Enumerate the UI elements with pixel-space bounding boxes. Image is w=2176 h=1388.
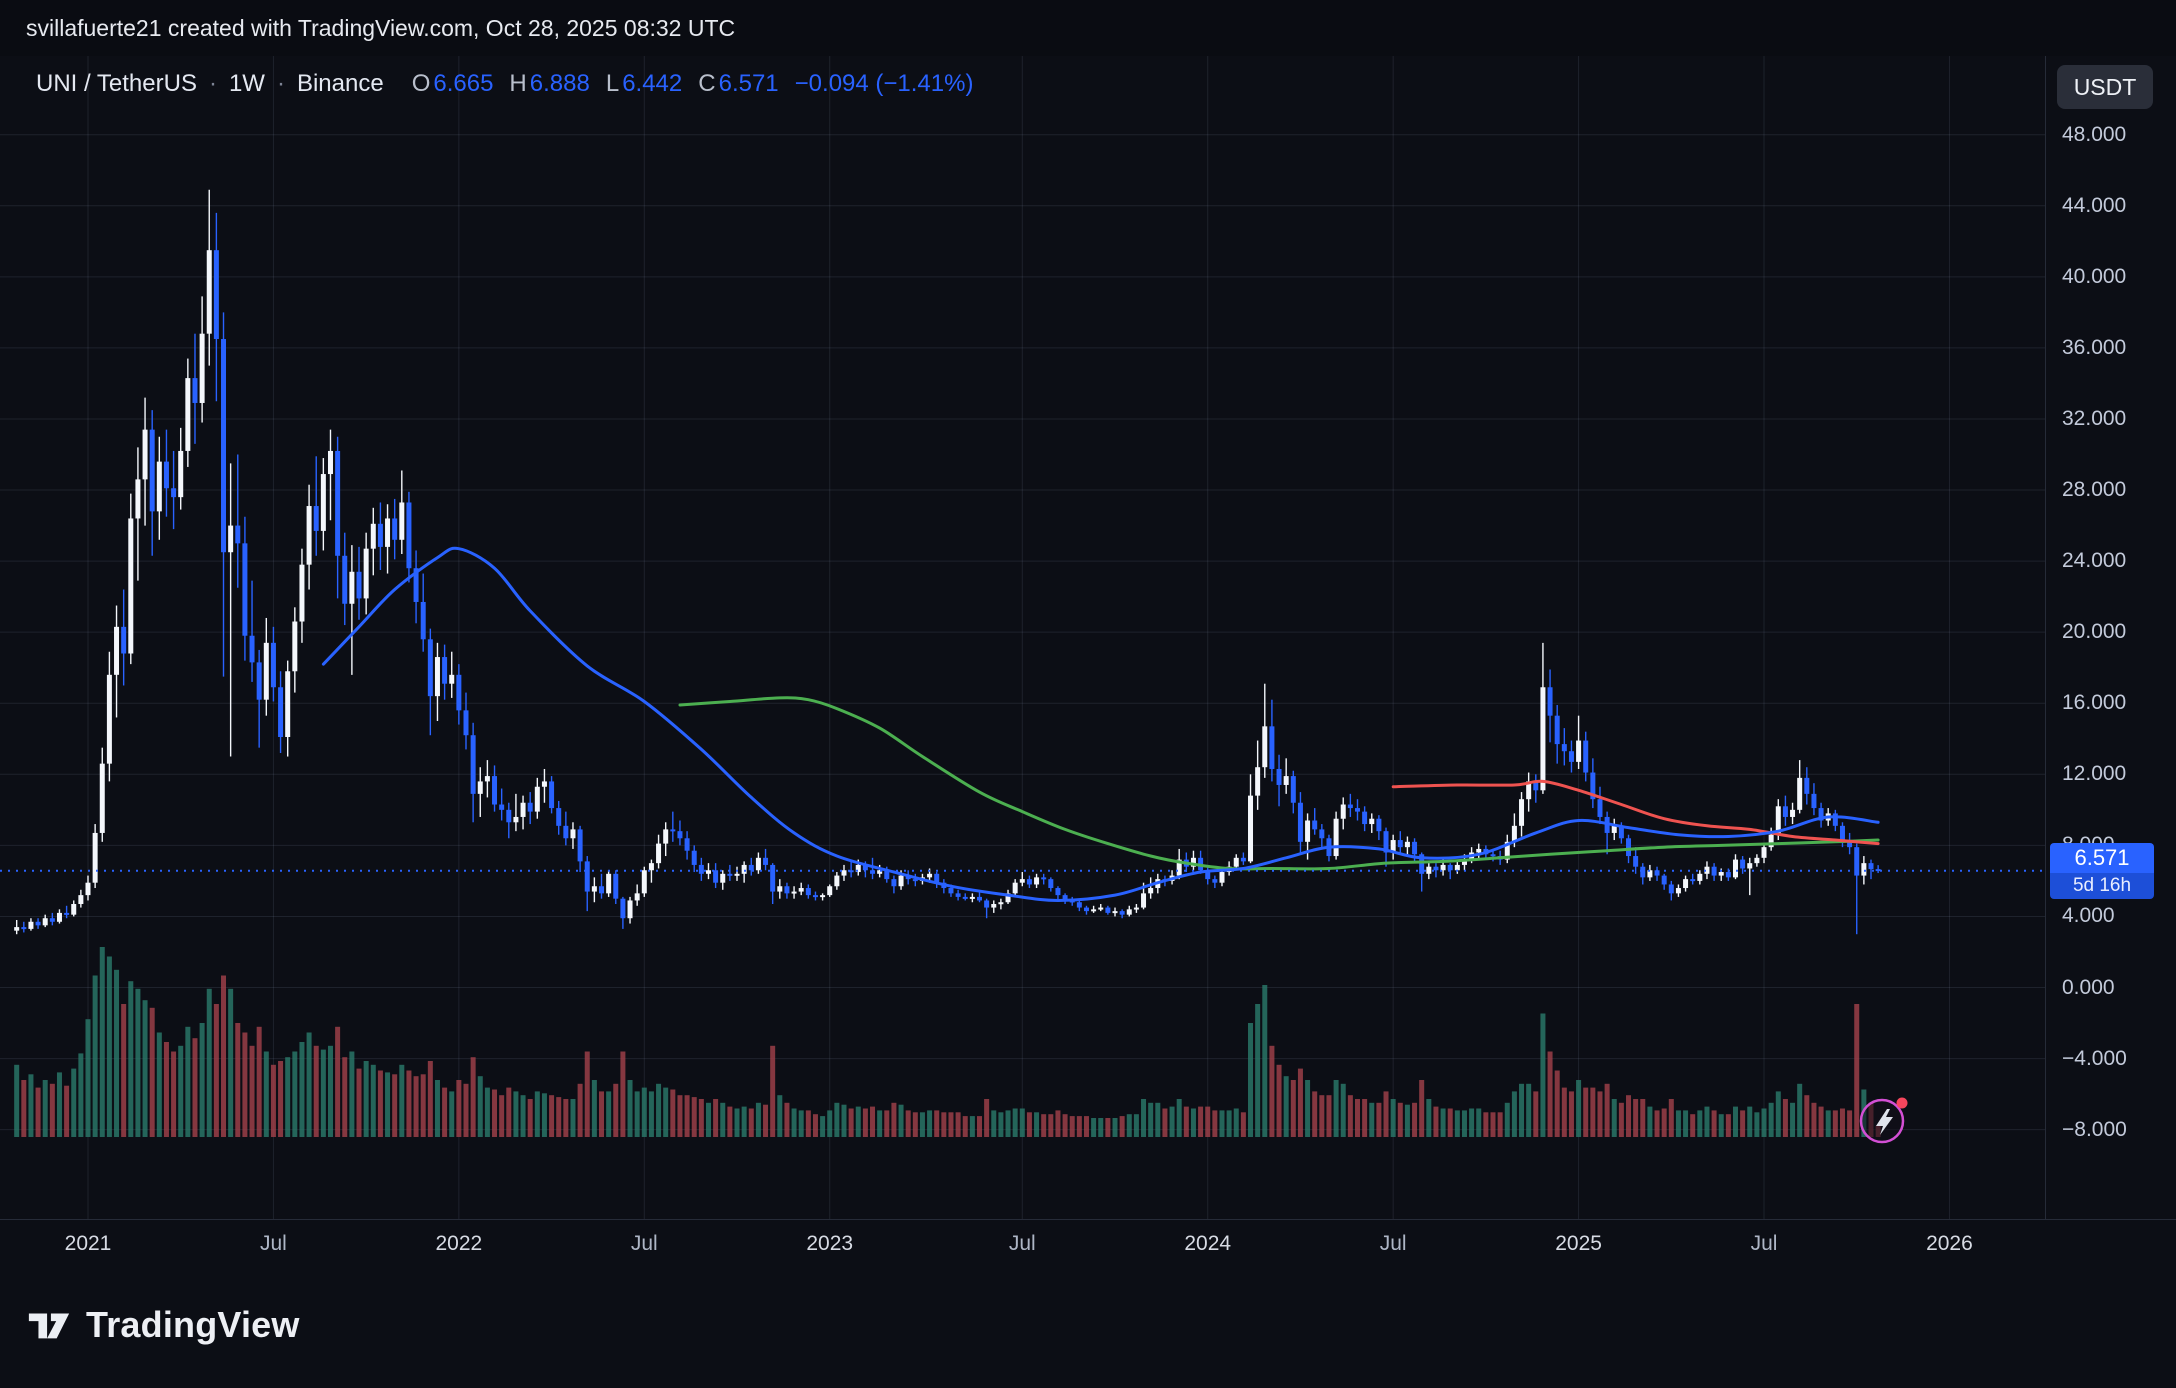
- chart-legend: UNI / TetherUS · 1W · Binance O 6.665 H 6.…: [36, 70, 973, 98]
- time-axis-label: 2021: [64, 1232, 112, 1255]
- tradingview-logo[interactable]: TradingView: [26, 1302, 300, 1348]
- time-axis[interactable]: 2021 Jul 2022 Jul 2023 Jul 2024 Jul 2025 Jul 2026: [0, 1219, 2176, 1268]
- quick-trade-button[interactable]: [1855, 1090, 1915, 1150]
- price-axis[interactable]: 48.000 44.000 40.000 36.000 32.000 28.000 24.0…: [2045, 56, 2176, 1219]
- attribution-bar: svillafuerte21 created with TradingView.…: [0, 0, 2176, 56]
- price-axis-label: 0.000: [2062, 975, 2115, 999]
- price-axis-label: 12.000: [2062, 762, 2127, 786]
- high-value: 6.888: [529, 70, 590, 97]
- last-price-value: 6.571: [2050, 842, 2154, 873]
- interval-value[interactable]: 1W: [228, 70, 265, 97]
- price-axis-label: 4.000: [2062, 904, 2115, 928]
- open-label: O: [411, 70, 431, 97]
- price-axis-label: −8.000: [2062, 1117, 2127, 1141]
- change-value: −0.094 (−1.41%): [794, 70, 974, 97]
- tradingview-logo-icon: [28, 1313, 70, 1339]
- volume-layer: [14, 947, 1881, 1137]
- time-axis-label: 2025: [1555, 1232, 1602, 1255]
- price-chart-canvas[interactable]: [0, 56, 2045, 1219]
- symbol-name[interactable]: UNI / TetherUS: [36, 70, 197, 97]
- sma_blue-line: [321, 546, 1880, 902]
- time-axis-label: Jul: [1379, 1232, 1407, 1255]
- moving-averages-layer: [321, 546, 1880, 902]
- legend-separator: ·: [208, 70, 217, 97]
- legend-separator: ·: [276, 70, 285, 97]
- price-axis-label: −4.000: [2062, 1046, 2127, 1070]
- open-value: 6.665: [433, 70, 494, 97]
- candles-layer: [14, 189, 1881, 935]
- price-axis-label: 48.000: [2062, 122, 2127, 146]
- time-axis-label: 2026: [1926, 1232, 1973, 1255]
- chart-area: UNI / TetherUS · 1W · Binance O 6.665 H 6.…: [0, 56, 2176, 1219]
- sma_green-line: [678, 696, 1880, 871]
- close-value: 6.571: [718, 70, 779, 97]
- price-axis-label: 44.000: [2062, 193, 2127, 217]
- time-axis-label: Jul: [259, 1232, 287, 1255]
- price-axis-label: 28.000: [2062, 478, 2127, 502]
- low-label: L: [605, 70, 620, 97]
- close-label: C: [698, 70, 716, 97]
- time-axis-label: 2024: [1184, 1232, 1232, 1255]
- currency-toggle-button[interactable]: USDT: [2057, 65, 2153, 109]
- time-axis-label: Jul: [1008, 1232, 1036, 1255]
- price-axis-label: 24.000: [2062, 549, 2127, 573]
- grid-layer: [0, 56, 2045, 1219]
- price-axis-label: 20.000: [2062, 620, 2127, 644]
- time-axis-label: Jul: [1750, 1232, 1778, 1255]
- bar-countdown: 5d 16h: [2050, 872, 2154, 899]
- price-axis-label: 16.000: [2062, 691, 2127, 715]
- lightning-icon: [1859, 1097, 1908, 1144]
- price-axis-label: 32.000: [2062, 406, 2127, 430]
- price-axis-label: 40.000: [2062, 264, 2127, 288]
- time-axis-label: Jul: [630, 1232, 658, 1255]
- exchange-name: Binance: [296, 70, 384, 97]
- price-axis-label: 36.000: [2062, 335, 2127, 359]
- attribution-text: svillafuerte21 created with TradingView.…: [26, 14, 736, 41]
- last-price-badge: 6.571 5d 16h: [2050, 842, 2154, 899]
- time-axis-label: 2022: [435, 1232, 483, 1255]
- ohlc-values: O 6.665 H 6.888 L 6.442 C 6.571 −0.094 (−1.4…: [412, 70, 974, 98]
- tradingview-logo-text: TradingView: [86, 1304, 300, 1345]
- sma_red-line: [1391, 779, 1880, 846]
- low-value: 6.442: [622, 70, 683, 97]
- time-axis-label: 2023: [806, 1232, 854, 1255]
- high-label: H: [509, 70, 527, 97]
